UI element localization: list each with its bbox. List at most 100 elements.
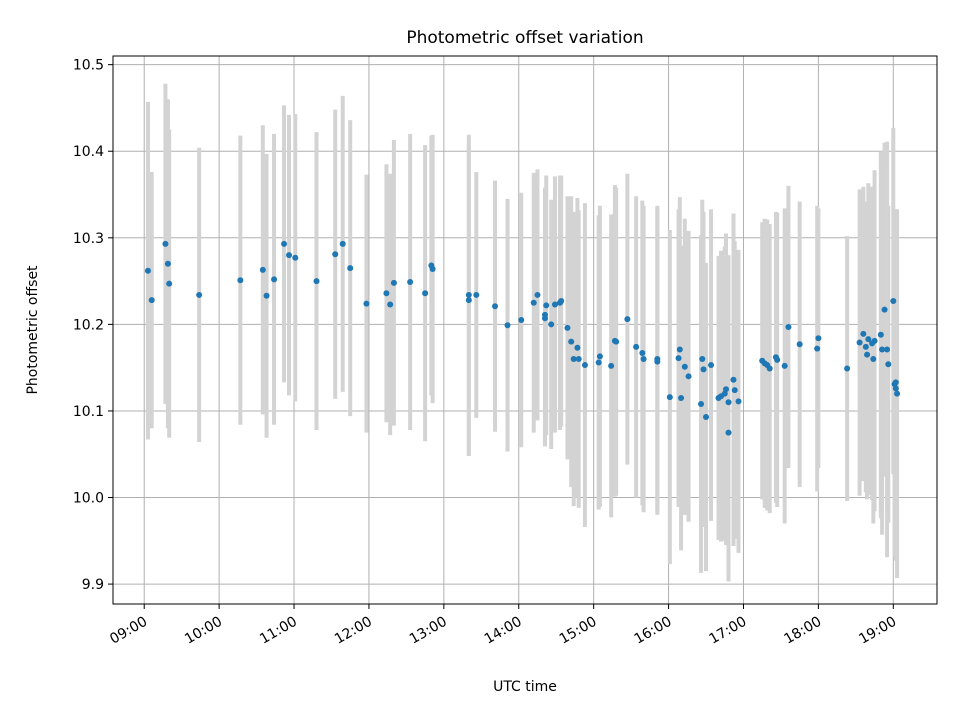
data-point [685, 373, 692, 380]
data-point [796, 341, 803, 348]
data-point [339, 240, 346, 247]
data-point [870, 356, 877, 363]
data-point [465, 291, 472, 298]
data-point [518, 317, 525, 324]
data-point [877, 331, 884, 338]
data-point [725, 429, 732, 436]
data-point [263, 292, 270, 299]
data-point [259, 266, 266, 273]
data-point [422, 290, 429, 297]
data-point [766, 365, 773, 372]
data-point [678, 394, 685, 401]
y-tick-label: 10.1 [73, 404, 104, 420]
data-point [865, 336, 872, 343]
data-point [286, 252, 293, 259]
data-point [814, 345, 821, 352]
y-tick-label: 10.2 [73, 317, 104, 333]
data-point [148, 297, 155, 304]
data-point [237, 277, 244, 284]
data-point [894, 390, 901, 397]
data-point [504, 322, 511, 329]
data-point [429, 265, 436, 272]
data-point [703, 414, 710, 421]
data-point [730, 376, 737, 383]
data-point [581, 362, 588, 369]
data-point [735, 398, 742, 405]
data-point [723, 386, 730, 393]
data-point [871, 337, 878, 344]
data-point [781, 362, 788, 369]
data-point [699, 356, 706, 363]
data-point [862, 343, 869, 350]
data-point [864, 351, 871, 358]
data-point [281, 240, 288, 247]
data-point [666, 394, 673, 401]
data-point [390, 279, 397, 286]
data-point [387, 301, 394, 308]
data-point [558, 297, 565, 304]
data-point [363, 300, 370, 307]
data-point [654, 358, 661, 365]
y-tick-label: 10.5 [73, 58, 104, 74]
point-layer [144, 240, 901, 436]
data-point [608, 362, 615, 369]
data-point [162, 240, 169, 247]
x-axis-label: UTC time [493, 679, 557, 695]
y-tick-label: 10.0 [73, 491, 104, 507]
data-point [564, 324, 571, 331]
data-point [884, 346, 891, 353]
plot-frame [112, 55, 938, 605]
data-point [570, 356, 577, 363]
data-point [885, 361, 892, 368]
data-point [347, 265, 354, 272]
data-point [166, 280, 173, 287]
data-point [881, 306, 888, 313]
data-point [473, 291, 480, 298]
data-point [575, 356, 582, 363]
data-point [700, 366, 707, 373]
data-point [613, 338, 620, 345]
data-point [551, 301, 558, 308]
data-point [332, 251, 339, 258]
chart-title: Photometric offset variation [406, 28, 643, 48]
data-point [383, 290, 390, 297]
data-point [676, 346, 683, 353]
data-point [681, 363, 688, 370]
data-point [731, 387, 738, 394]
data-point [534, 291, 541, 298]
y-axis-label: Photometric offset [25, 265, 41, 395]
data-point [844, 365, 851, 372]
data-point [407, 278, 414, 285]
data-point [596, 353, 603, 360]
data-point [164, 260, 171, 267]
data-point [815, 335, 822, 342]
data-point [465, 297, 472, 304]
y-tick-label: 9.9 [82, 577, 104, 593]
y-tick-label: 10.3 [73, 231, 104, 247]
data-point [640, 356, 647, 363]
data-point [892, 385, 899, 392]
data-point [313, 278, 320, 285]
data-point [879, 346, 886, 353]
data-point [543, 302, 550, 309]
data-point [785, 323, 792, 330]
data-point [492, 303, 499, 310]
data-point [530, 299, 537, 306]
data-point [856, 339, 863, 346]
data-point [774, 356, 781, 363]
data-point [292, 254, 299, 261]
data-point [624, 316, 631, 323]
data-point [196, 291, 203, 298]
data-point [144, 267, 151, 274]
data-point [541, 315, 548, 322]
data-point [271, 276, 278, 283]
data-point [860, 330, 867, 337]
data-point [568, 338, 575, 345]
y-tick-label: 10.4 [73, 144, 104, 160]
data-point [574, 344, 581, 351]
data-point [595, 359, 602, 366]
data-point [633, 343, 640, 350]
data-point [548, 321, 555, 328]
data-point [698, 401, 705, 408]
